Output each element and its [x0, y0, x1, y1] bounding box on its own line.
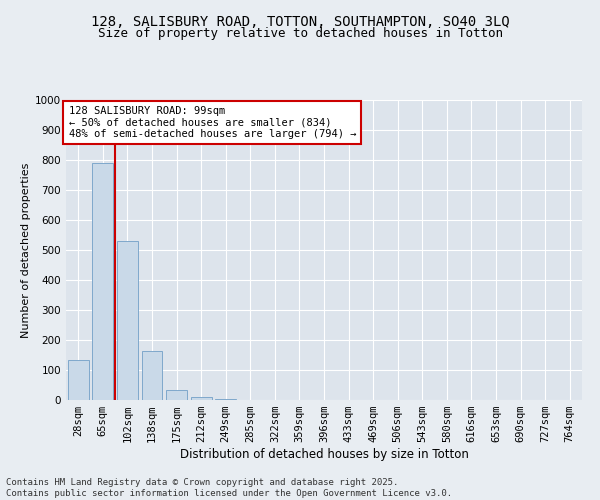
- Text: Contains HM Land Registry data © Crown copyright and database right 2025.
Contai: Contains HM Land Registry data © Crown c…: [6, 478, 452, 498]
- Bar: [142, 350, 163, 400]
- Text: 128 SALISBURY ROAD: 99sqm
← 50% of detached houses are smaller (834)
48% of semi: 128 SALISBURY ROAD: 99sqm ← 50% of detac…: [68, 106, 356, 139]
- Text: 128, SALISBURY ROAD, TOTTON, SOUTHAMPTON, SO40 3LQ: 128, SALISBURY ROAD, TOTTON, SOUTHAMPTON…: [91, 15, 509, 29]
- Bar: [166, 390, 187, 400]
- X-axis label: Distribution of detached houses by size in Totton: Distribution of detached houses by size …: [179, 448, 469, 461]
- Bar: [68, 360, 89, 400]
- Bar: [191, 397, 212, 400]
- Bar: [117, 241, 138, 400]
- Bar: [92, 163, 113, 400]
- Y-axis label: Number of detached properties: Number of detached properties: [21, 162, 31, 338]
- Text: Size of property relative to detached houses in Totton: Size of property relative to detached ho…: [97, 28, 503, 40]
